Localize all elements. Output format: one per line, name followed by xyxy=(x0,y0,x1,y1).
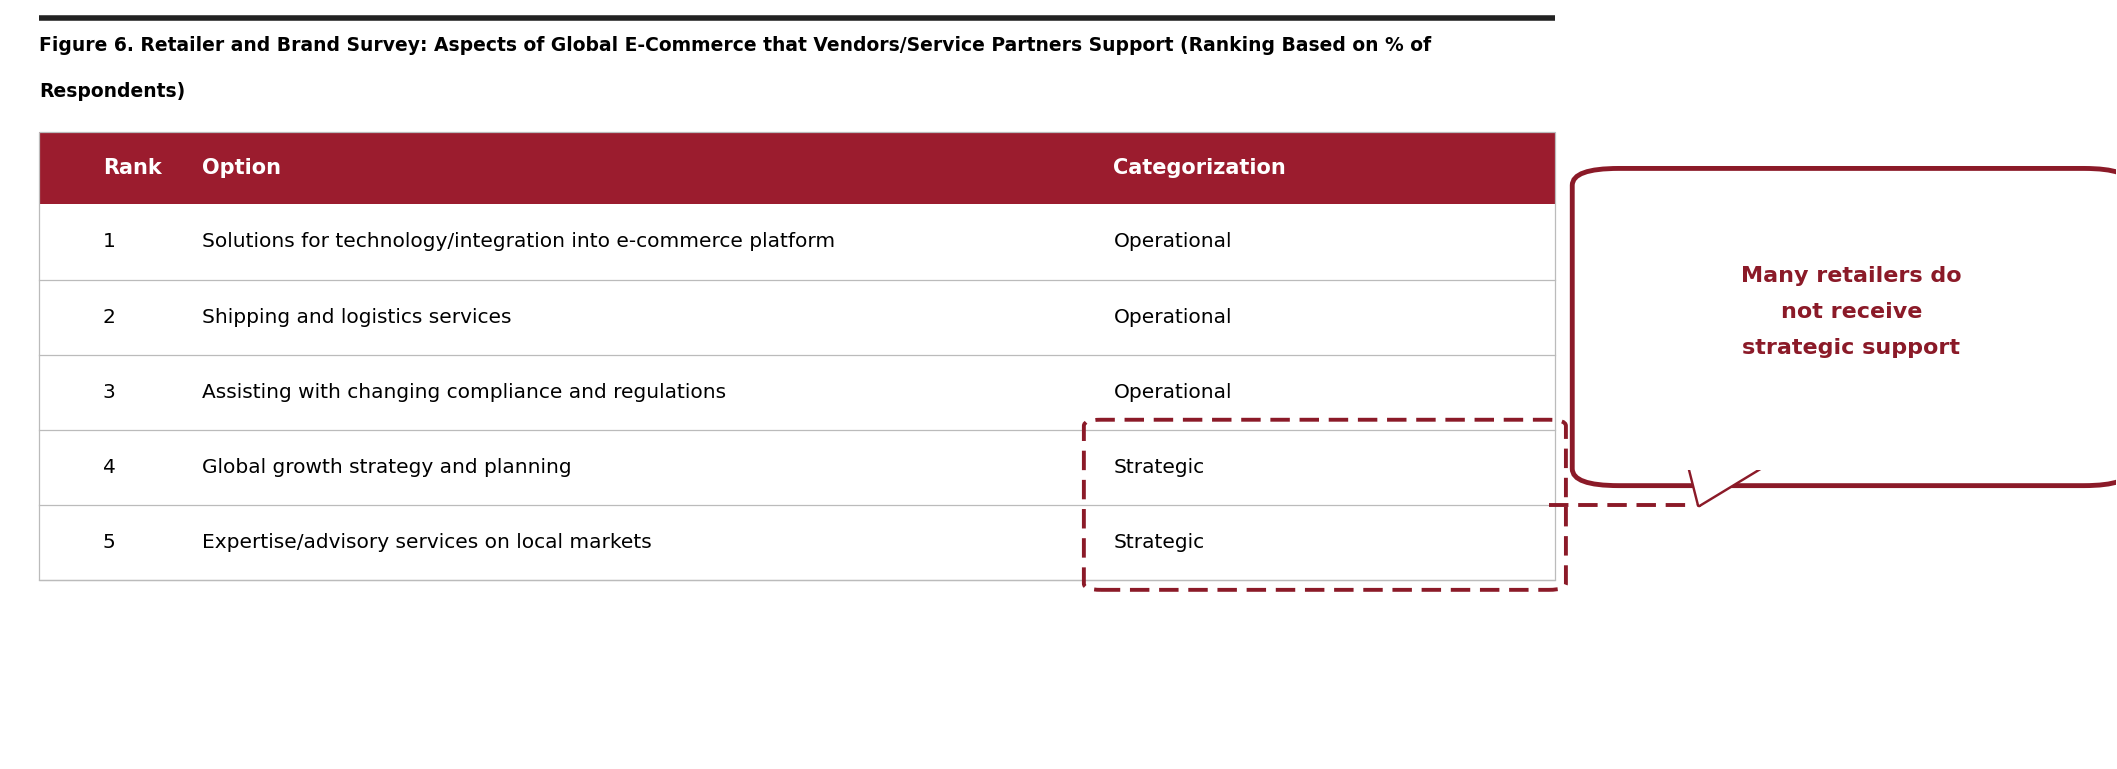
FancyBboxPatch shape xyxy=(40,355,1556,430)
Text: Respondents): Respondents) xyxy=(40,82,186,101)
FancyBboxPatch shape xyxy=(40,430,1556,504)
FancyBboxPatch shape xyxy=(40,504,1556,580)
Text: Operational: Operational xyxy=(1114,308,1232,327)
Text: Solutions for technology/integration into e-commerce platform: Solutions for technology/integration int… xyxy=(203,232,836,251)
Text: Operational: Operational xyxy=(1114,232,1232,251)
Polygon shape xyxy=(1683,438,1810,504)
Text: Many retailers do
not receive
strategic support: Many retailers do not receive strategic … xyxy=(1740,266,1962,358)
Text: Shipping and logistics services: Shipping and logistics services xyxy=(203,308,512,327)
Text: Assisting with changing compliance and regulations: Assisting with changing compliance and r… xyxy=(203,383,726,401)
Text: 2: 2 xyxy=(104,308,116,327)
Text: 1: 1 xyxy=(104,232,116,251)
Polygon shape xyxy=(1683,438,1810,504)
Text: Operational: Operational xyxy=(1114,383,1232,401)
Text: Expertise/advisory services on local markets: Expertise/advisory services on local mar… xyxy=(203,533,652,552)
Text: Figure 6. Retailer and Brand Survey: Aspects of Global E-Commerce that Vendors/S: Figure 6. Retailer and Brand Survey: Asp… xyxy=(40,36,1431,55)
FancyBboxPatch shape xyxy=(1679,428,1816,470)
FancyBboxPatch shape xyxy=(1573,168,2117,486)
FancyBboxPatch shape xyxy=(40,205,1556,279)
Text: 3: 3 xyxy=(104,383,116,401)
Text: Strategic: Strategic xyxy=(1114,458,1205,477)
FancyBboxPatch shape xyxy=(40,131,1556,205)
Text: 4: 4 xyxy=(104,458,116,477)
Text: Rank: Rank xyxy=(104,158,161,178)
Text: 5: 5 xyxy=(104,533,116,552)
Text: Categorization: Categorization xyxy=(1114,158,1287,178)
Text: Global growth strategy and planning: Global growth strategy and planning xyxy=(203,458,572,477)
Text: Strategic: Strategic xyxy=(1114,533,1205,552)
FancyBboxPatch shape xyxy=(40,279,1556,355)
Text: Option: Option xyxy=(203,158,282,178)
